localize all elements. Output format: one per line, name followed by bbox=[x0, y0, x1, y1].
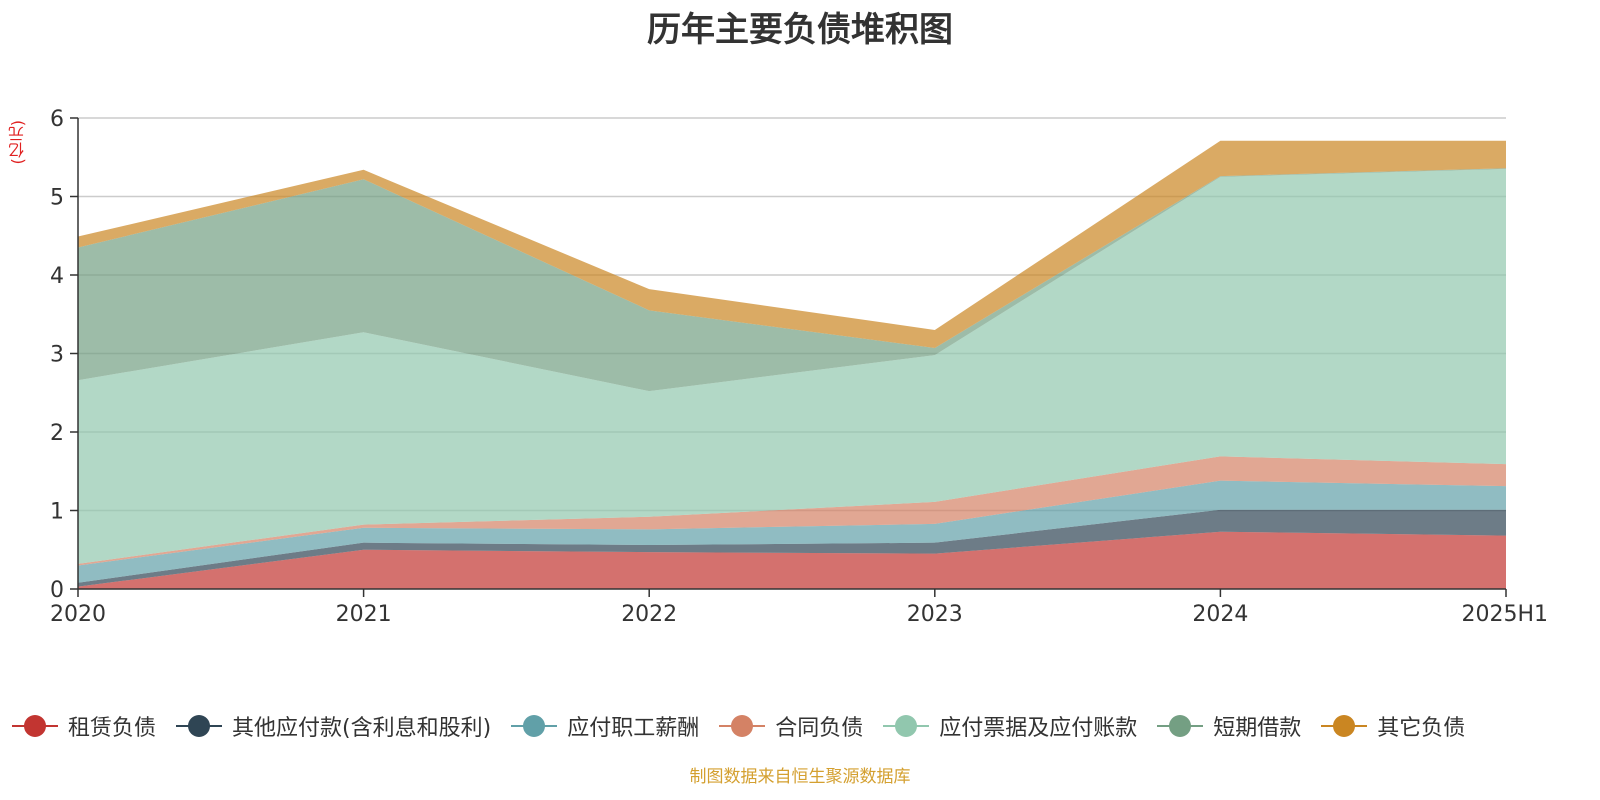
legend-label: 其他应付款(含利息和股利) bbox=[232, 716, 492, 741]
legend-marker bbox=[174, 714, 224, 738]
legend-item-1[interactable]: 其他应付款(含利息和股利) bbox=[174, 710, 491, 742]
area-series-6 bbox=[78, 140, 1506, 349]
x-tick-label: 2021 bbox=[336, 602, 392, 627]
x-tick-label: 2025H1 bbox=[1461, 602, 1548, 627]
y-tick-label: 4 bbox=[50, 264, 64, 289]
area-series-0 bbox=[78, 531, 1506, 589]
area-series-4 bbox=[78, 169, 1506, 564]
legend-label: 应付职工薪酬 bbox=[567, 716, 700, 741]
legend-item-2[interactable]: 应付职工薪酬 bbox=[509, 710, 699, 742]
y-tick-label: 2 bbox=[50, 421, 64, 446]
x-tick-label: 2023 bbox=[907, 602, 963, 627]
legend-item-0[interactable]: 租赁负债 bbox=[10, 710, 156, 742]
y-tick-label: 6 bbox=[50, 107, 64, 132]
y-tick-label: 3 bbox=[50, 343, 64, 368]
y-tick-label: 1 bbox=[50, 500, 64, 525]
legend-item-5[interactable]: 短期借款 bbox=[1155, 710, 1301, 742]
x-tick-label: 2024 bbox=[1192, 602, 1248, 627]
legend-marker bbox=[509, 714, 559, 738]
legend-label: 短期借款 bbox=[1213, 716, 1302, 741]
area-series-3 bbox=[78, 456, 1506, 566]
legend-item-4[interactable]: 应付票据及应付账款 bbox=[881, 710, 1137, 742]
source-note: 制图数据来自恒生聚源数据库 bbox=[689, 767, 911, 787]
legend-marker bbox=[1155, 714, 1205, 738]
y-tick-label: 5 bbox=[50, 186, 64, 211]
legend-marker bbox=[717, 714, 767, 738]
area-series-1 bbox=[78, 509, 1506, 587]
legend-marker bbox=[10, 714, 60, 738]
legend-item-3[interactable]: 合同负债 bbox=[717, 710, 863, 742]
area-series-5 bbox=[78, 168, 1506, 392]
legend-marker bbox=[1319, 714, 1369, 738]
x-tick-label: 2022 bbox=[621, 602, 677, 627]
y-tick-label: 0 bbox=[50, 578, 64, 603]
x-tick-label: 2020 bbox=[50, 602, 106, 627]
chart-title: 历年主要负债堆积图 bbox=[647, 10, 953, 50]
area-series-2 bbox=[78, 480, 1506, 583]
area-series-group bbox=[78, 140, 1506, 589]
chart-canvas: 0 1 2 3 4 5 6 2020 2021 2022 2023 2024 2025H1 bbox=[50, 107, 1548, 627]
legend-label: 应付票据及应付账款 bbox=[939, 716, 1138, 741]
legend-marker bbox=[881, 714, 931, 738]
chart-legend: 租赁负债 其他应付款(含利息和股利) 应付职工薪酬 合同负债 应付票据及应付账款 短期借款… bbox=[10, 710, 1600, 742]
legend-label: 其它负债 bbox=[1377, 716, 1466, 741]
legend-label: 租赁负债 bbox=[68, 716, 157, 741]
legend-item-6[interactable]: 其它负债 bbox=[1319, 710, 1465, 742]
legend-label: 合同负债 bbox=[775, 716, 864, 741]
axes: 0 1 2 3 4 5 6 2020 2021 2022 2023 2024 2025H1 bbox=[50, 107, 1548, 627]
